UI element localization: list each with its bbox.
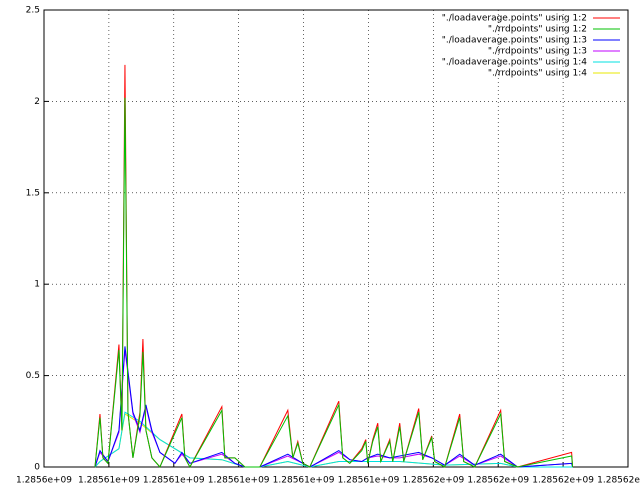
legend-label: "./rrdpoints" using 1:4: [488, 69, 587, 79]
x-tick-label: 1.28561e+09: [78, 476, 140, 486]
x-tick-label: 1.28561e+09: [338, 476, 400, 486]
y-tick-label: 2: [34, 97, 40, 107]
series-line: [94, 349, 574, 468]
legend-label: "./loadaverage.points" using 1:4: [442, 58, 588, 68]
legend-label: "./loadaverage.points" using 1:3: [442, 36, 587, 46]
x-tick-label: 1.28562e+09: [467, 476, 529, 486]
y-tick-label: 1: [34, 280, 40, 290]
plot-frame: [43, 9, 629, 468]
x-tick-label: 1.2856e+09: [16, 476, 72, 486]
x-tick-label: 1.28561e+09: [208, 476, 270, 486]
legend-label: "./loadaverage.points" using 1:2: [442, 14, 587, 24]
y-tick-label: 0: [34, 463, 40, 473]
x-tick-label: 1.28561e+09: [273, 476, 335, 486]
series-line: [94, 97, 574, 469]
legend-label: "./rrdpoints" using 1:3: [488, 47, 587, 57]
series-line: [94, 346, 574, 468]
x-tick-label: 1.28562e+09: [402, 476, 464, 486]
y-tick-label: 2.5: [26, 6, 40, 16]
y-tick-label: 1.5: [26, 188, 40, 198]
legend-label: "./rrdpoints" using 1:2: [488, 25, 587, 35]
x-tick-label: 1.28561e+09: [143, 476, 205, 486]
series-line: [94, 64, 574, 469]
y-tick-label: 0.5: [26, 371, 40, 381]
x-tick-label: 1.28562e+09: [597, 476, 640, 486]
x-tick-label: 1.28562e+09: [532, 476, 594, 486]
